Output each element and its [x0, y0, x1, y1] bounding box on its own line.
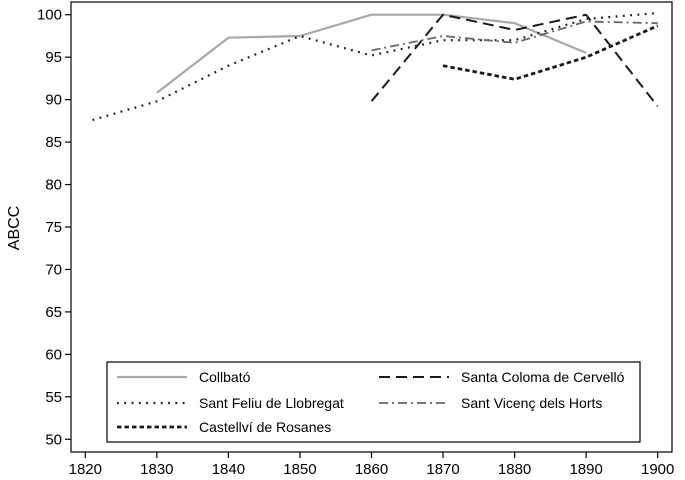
y-tick-label: 100: [37, 7, 62, 24]
y-tick-label: 55: [45, 389, 62, 406]
legend-label-3: Sant Feliu de Llobregat: [199, 395, 344, 411]
x-tick-label: 1840: [212, 461, 245, 478]
y-tick-label: 65: [45, 304, 62, 321]
legend-label-5: Castellví de Rosanes: [199, 419, 331, 435]
y-axis: 50 55 60 65 70 75 80 85 90 95 100: [37, 7, 71, 448]
y-tick-label: 85: [45, 134, 62, 151]
x-axis: 1820 1830 1840 1850 1860 1870 1880 1890 1900: [69, 452, 674, 478]
x-tick-label: 1850: [283, 461, 316, 478]
x-tick-label: 1830: [140, 461, 173, 478]
y-tick-label: 90: [45, 92, 62, 109]
legend-label-2: Santa Coloma de Cervelló: [461, 369, 625, 385]
legend-label-1: Collbató: [199, 369, 251, 385]
x-tick-label: 1900: [641, 461, 674, 478]
x-tick-label: 1880: [498, 461, 531, 478]
y-tick-label: 50: [45, 431, 62, 448]
y-axis-label: ABCC: [6, 206, 23, 250]
x-tick-label: 1820: [69, 461, 102, 478]
series-line-1: [156, 13, 587, 94]
x-tick-label: 1860: [355, 461, 388, 478]
x-tick-label: 1870: [426, 461, 459, 478]
y-tick-label: 70: [45, 261, 62, 278]
y-tick-label: 75: [45, 219, 62, 236]
legend-box: [106, 361, 641, 443]
y-tick-label: 80: [45, 177, 62, 194]
y-tick-label: 95: [45, 49, 62, 66]
y-tick-label: 60: [45, 346, 62, 363]
legend-label-4: Sant Vicenç dels Horts: [461, 395, 602, 411]
legend: Collbató Santa Coloma de Cervelló Sant Fel…: [106, 361, 641, 443]
series-layer: [92, 11, 659, 122]
x-tick-label: 1890: [569, 461, 602, 478]
